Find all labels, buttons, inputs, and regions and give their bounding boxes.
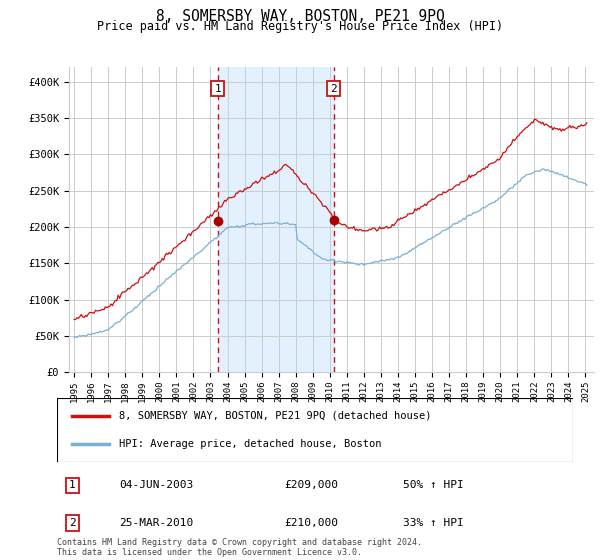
Text: 50% ↑ HPI: 50% ↑ HPI	[403, 480, 463, 491]
Text: Price paid vs. HM Land Registry's House Price Index (HPI): Price paid vs. HM Land Registry's House …	[97, 20, 503, 33]
Text: £209,000: £209,000	[284, 480, 338, 491]
Text: 8, SOMERSBY WAY, BOSTON, PE21 9PQ (detached house): 8, SOMERSBY WAY, BOSTON, PE21 9PQ (detac…	[119, 410, 431, 421]
Text: 1: 1	[69, 480, 76, 491]
Text: 04-JUN-2003: 04-JUN-2003	[119, 480, 193, 491]
Text: HPI: Average price, detached house, Boston: HPI: Average price, detached house, Bost…	[119, 439, 382, 449]
Text: £210,000: £210,000	[284, 518, 338, 528]
Text: 1: 1	[214, 83, 221, 94]
Text: 8, SOMERSBY WAY, BOSTON, PE21 9PQ: 8, SOMERSBY WAY, BOSTON, PE21 9PQ	[155, 9, 445, 24]
Text: 25-MAR-2010: 25-MAR-2010	[119, 518, 193, 528]
Text: 2: 2	[330, 83, 337, 94]
Text: Contains HM Land Registry data © Crown copyright and database right 2024.
This d: Contains HM Land Registry data © Crown c…	[57, 538, 422, 557]
Bar	[218, 67, 334, 372]
Text: 33% ↑ HPI: 33% ↑ HPI	[403, 518, 463, 528]
Text: 2: 2	[69, 518, 76, 528]
